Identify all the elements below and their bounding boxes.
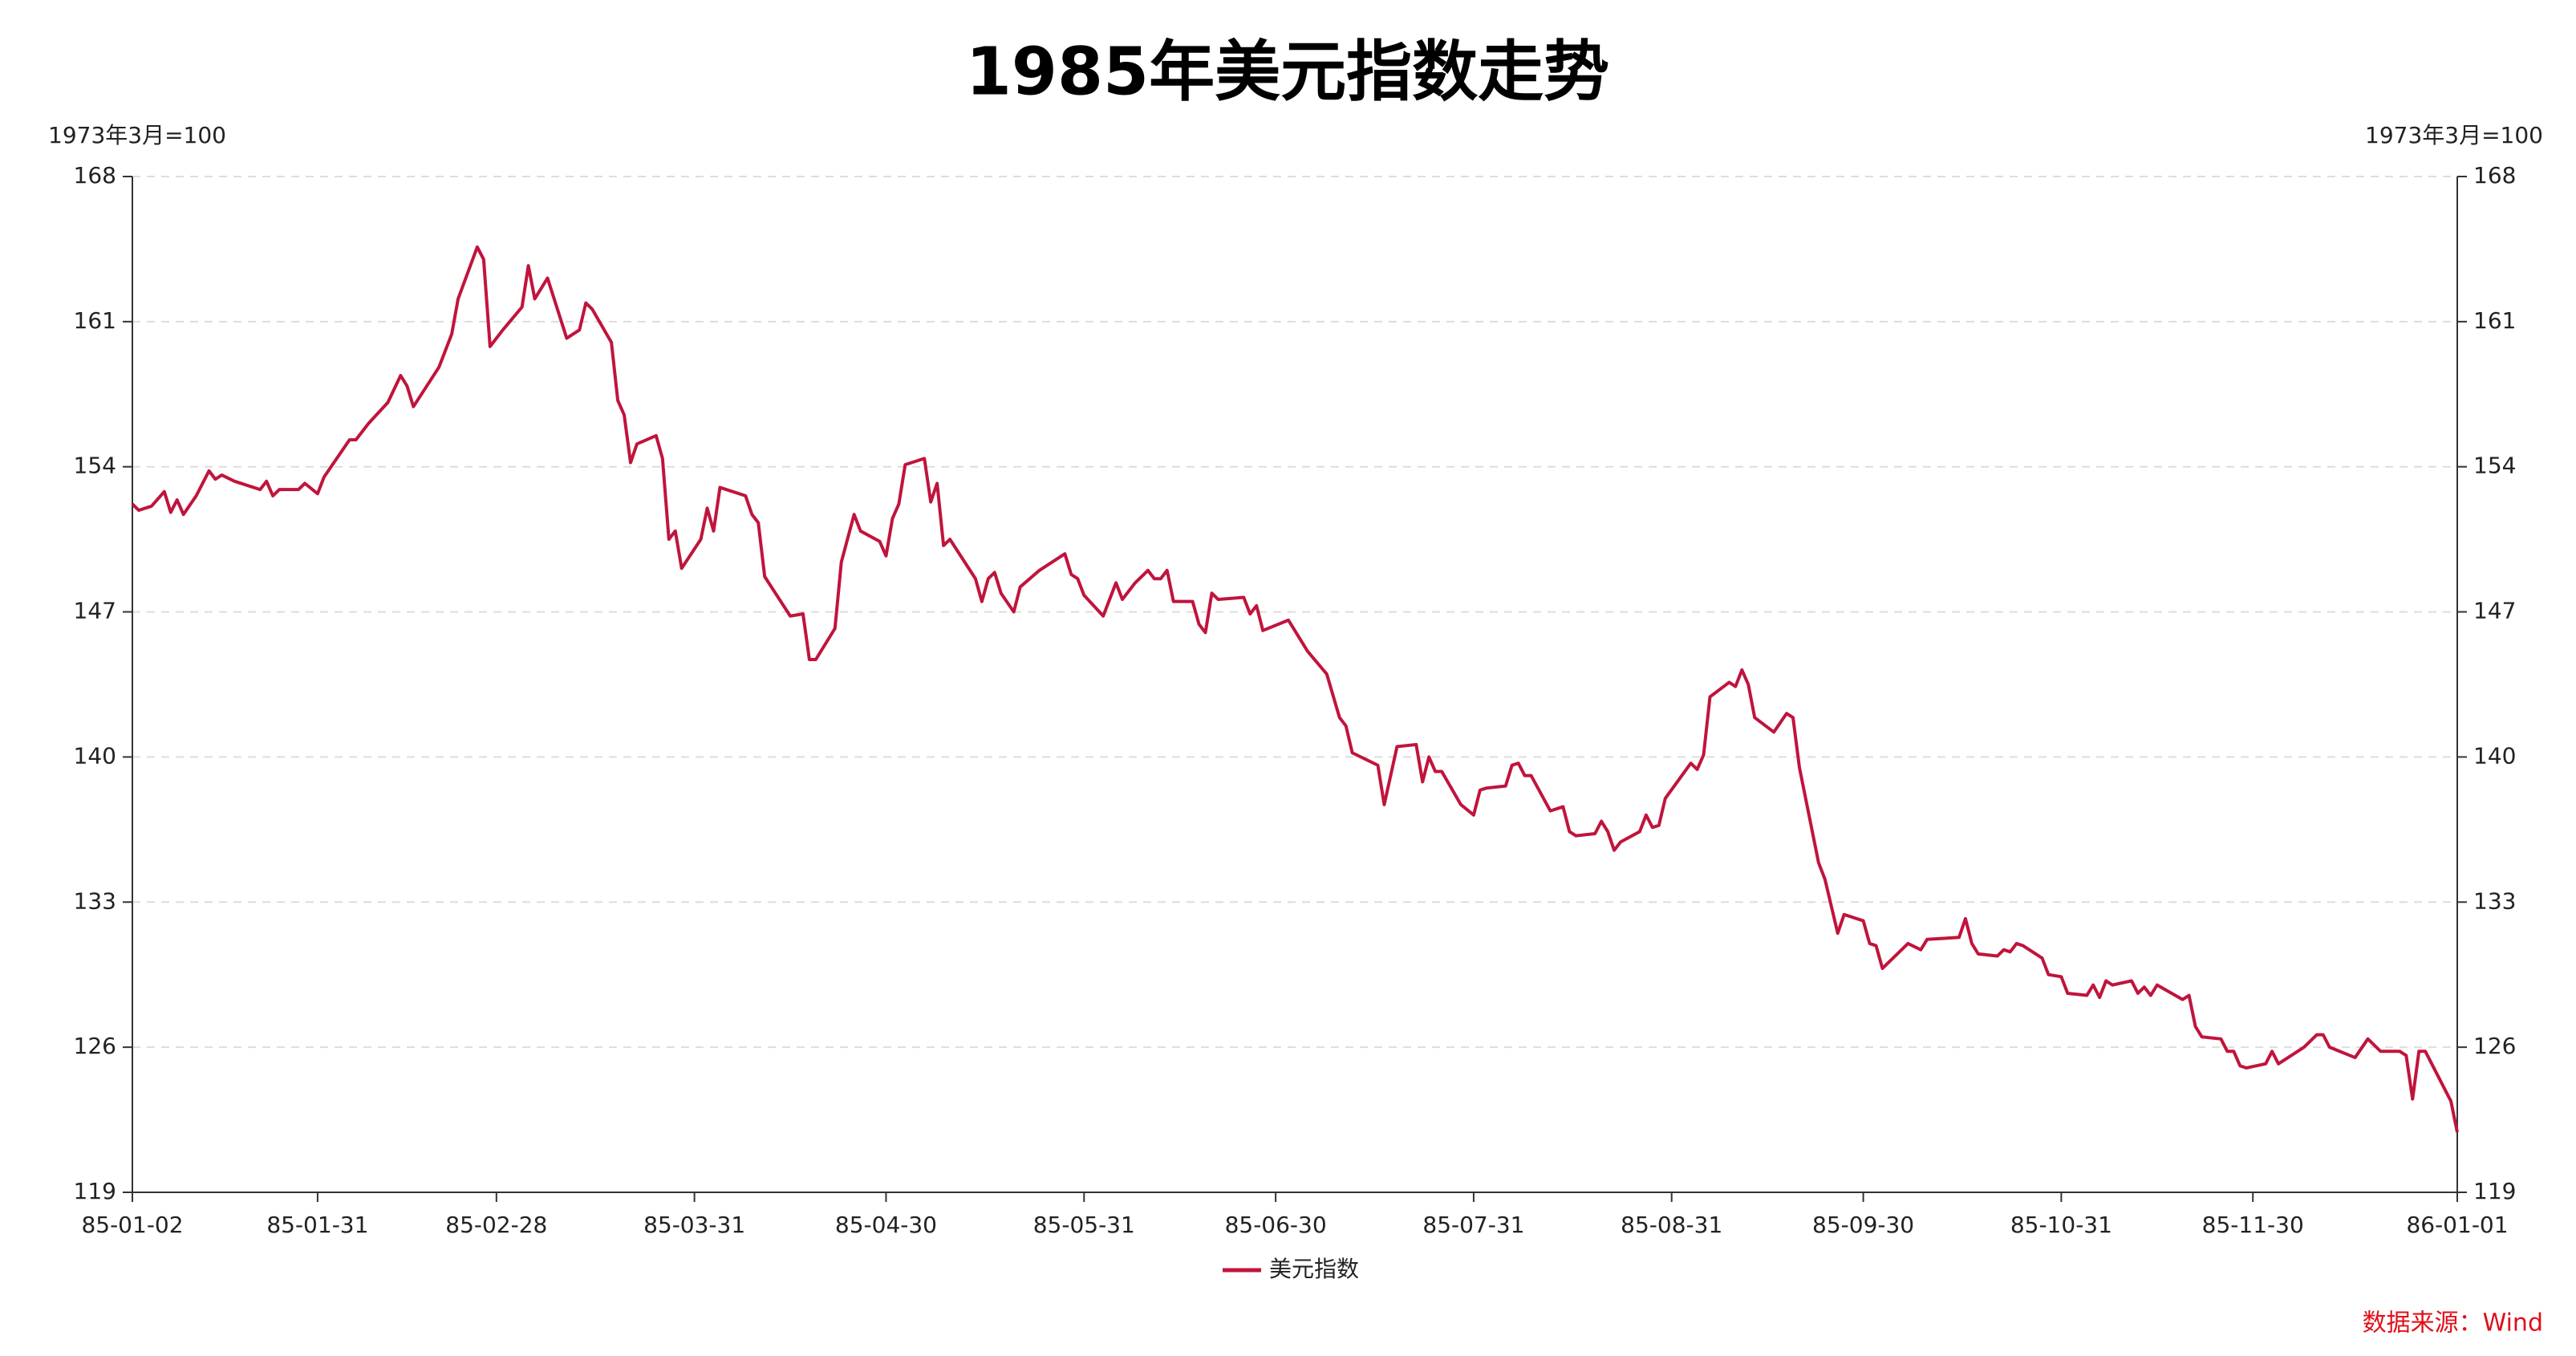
x-tick-label: 85-09-30: [1812, 1212, 1914, 1238]
x-tick-label: 85-07-31: [1422, 1212, 1524, 1238]
y2-tick-label: 161: [2473, 307, 2516, 334]
y-tick-label: 133: [74, 887, 116, 914]
x-tick-label: 85-11-30: [2202, 1212, 2304, 1238]
chart-title: 1985年美元指数走势: [966, 34, 1609, 110]
x-tick-label: 85-08-31: [1621, 1212, 1722, 1238]
source-note: 数据来源：Wind: [2363, 1309, 2543, 1338]
y2-tick-label: 133: [2473, 887, 2516, 914]
x-tick-label: 85-03-31: [643, 1212, 745, 1238]
y2-tick-label: 147: [2473, 598, 2516, 624]
x-tick-label: 86-01-01: [2406, 1212, 2508, 1238]
x-tick-label: 85-05-31: [1033, 1212, 1135, 1238]
x-tick-label: 85-02-28: [445, 1212, 547, 1238]
y2-tick-label: 119: [2473, 1178, 2516, 1204]
x-tick-label: 85-10-31: [2010, 1212, 2112, 1238]
x-tick-label: 85-01-31: [266, 1212, 368, 1238]
x-tick-label: 85-06-30: [1225, 1212, 1327, 1238]
y-tick-label: 161: [74, 307, 116, 334]
y-tick-label: 147: [74, 598, 116, 624]
y2-tick-label: 154: [2473, 453, 2516, 479]
y-axis-label: 1973年3月=100: [48, 122, 226, 148]
x-tick-label: 85-04-30: [835, 1212, 937, 1238]
y-tick-label: 119: [74, 1178, 116, 1204]
x-tick-label: 85-01-02: [81, 1212, 183, 1238]
y-tick-label: 168: [74, 162, 116, 189]
y-tick-label: 140: [74, 742, 116, 769]
y2-tick-label: 140: [2473, 742, 2516, 769]
y-tick-label: 126: [74, 1033, 116, 1059]
legend-label: 美元指数: [1269, 1256, 1359, 1282]
y-tick-label: 154: [74, 453, 116, 479]
y2-tick-label: 126: [2473, 1033, 2516, 1059]
y2-axis-label: 1973年3月=100: [2365, 122, 2543, 148]
y2-tick-label: 168: [2473, 162, 2516, 189]
data-line: [131, 245, 2459, 1133]
